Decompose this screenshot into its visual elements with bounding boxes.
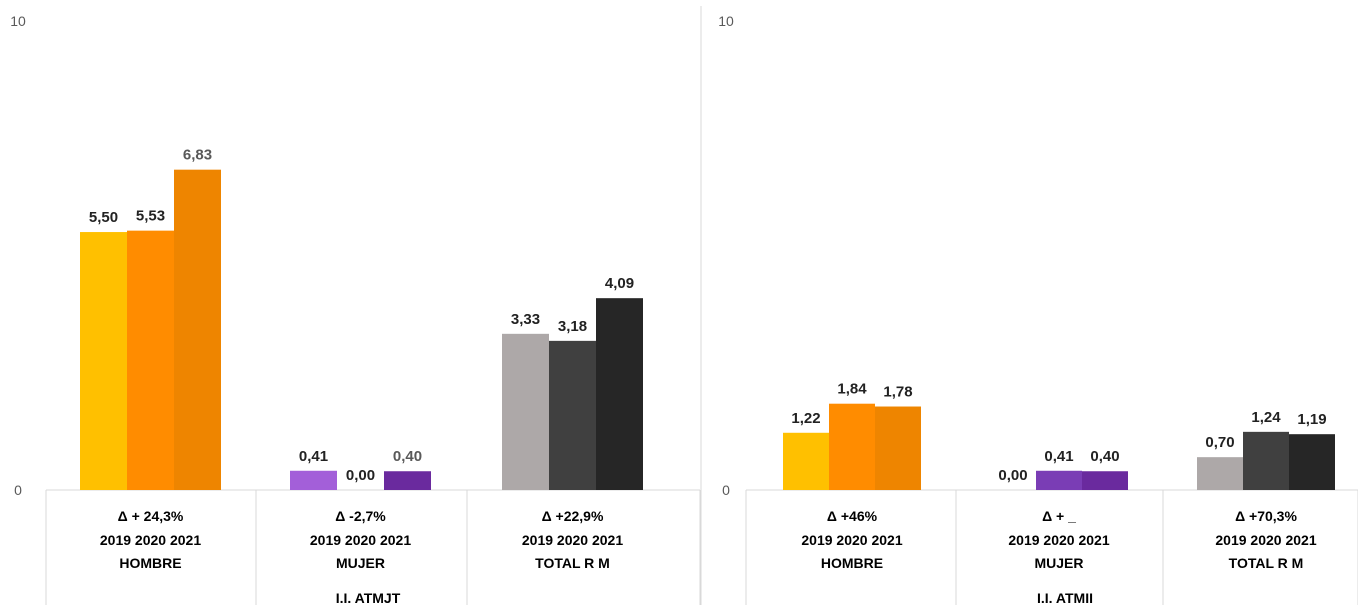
category-name-label: HOMBRE — [119, 555, 181, 571]
data-label: 1,19 — [1297, 411, 1326, 428]
data-label: 3,33 — [511, 311, 540, 328]
data-label: 5,53 — [136, 208, 165, 225]
data-label: 0,00 — [998, 467, 1027, 484]
group-title: I.I. ATMII — [1037, 590, 1093, 605]
data-label: 1,78 — [883, 384, 912, 401]
data-label: 4,09 — [605, 275, 634, 292]
data-label: 0,40 — [393, 448, 422, 465]
category-name-label: TOTAL R M — [1229, 555, 1304, 571]
bar — [290, 470, 337, 490]
y-tick-label: 10 — [10, 13, 26, 29]
category-years-label: 2019 2020 2021 — [522, 532, 623, 548]
data-label: 1,84 — [837, 381, 867, 398]
data-label: 1,22 — [791, 410, 820, 427]
category-name-label: TOTAL R M — [535, 555, 610, 571]
data-label: 6,83 — [183, 147, 212, 164]
category-name-label: HOMBRE — [821, 555, 883, 571]
bar — [174, 169, 221, 490]
category-name-label: MUJER — [1034, 555, 1083, 571]
category-delta-label: Δ + _ — [1042, 508, 1076, 524]
bar — [502, 333, 549, 490]
bar — [1197, 457, 1243, 490]
bar — [127, 230, 174, 490]
bar — [875, 406, 921, 490]
category-years-label: 2019 2020 2021 — [801, 532, 902, 548]
category-delta-label: Δ + 24,3% — [118, 508, 184, 524]
bar — [1036, 470, 1082, 490]
category-delta-label: Δ -2,7% — [335, 508, 386, 524]
bar — [829, 403, 875, 490]
data-label: 1,24 — [1251, 409, 1281, 426]
category-delta-label: Δ +46% — [827, 508, 878, 524]
data-label: 0,41 — [299, 448, 328, 465]
data-label: 0,70 — [1205, 434, 1234, 451]
y-tick-label: 0 — [722, 482, 730, 498]
bar — [1289, 434, 1335, 490]
category-years-label: 2019 2020 2021 — [100, 532, 201, 548]
data-label: 0,41 — [1044, 448, 1073, 465]
bar — [549, 340, 596, 490]
bar — [1243, 431, 1289, 490]
group-title: I.I. ATMJT — [336, 590, 401, 605]
category-delta-label: Δ +22,9% — [542, 508, 604, 524]
y-tick-label: 0 — [14, 482, 22, 498]
category-years-label: 2019 2020 2021 — [1215, 532, 1316, 548]
bar — [1082, 471, 1128, 490]
category-name-label: MUJER — [336, 555, 385, 571]
category-delta-label: Δ +70,3% — [1235, 508, 1297, 524]
y-tick-label: 10 — [718, 13, 734, 29]
bar — [596, 298, 643, 490]
data-label: 5,50 — [89, 209, 118, 226]
bar — [783, 432, 829, 490]
data-label: 0,00 — [346, 467, 375, 484]
data-label: 3,18 — [558, 318, 587, 335]
data-label: 0,40 — [1090, 448, 1119, 465]
bar — [384, 471, 431, 490]
category-years-label: 2019 2020 2021 — [310, 532, 411, 548]
bar — [80, 232, 127, 491]
category-years-label: 2019 2020 2021 — [1008, 532, 1109, 548]
